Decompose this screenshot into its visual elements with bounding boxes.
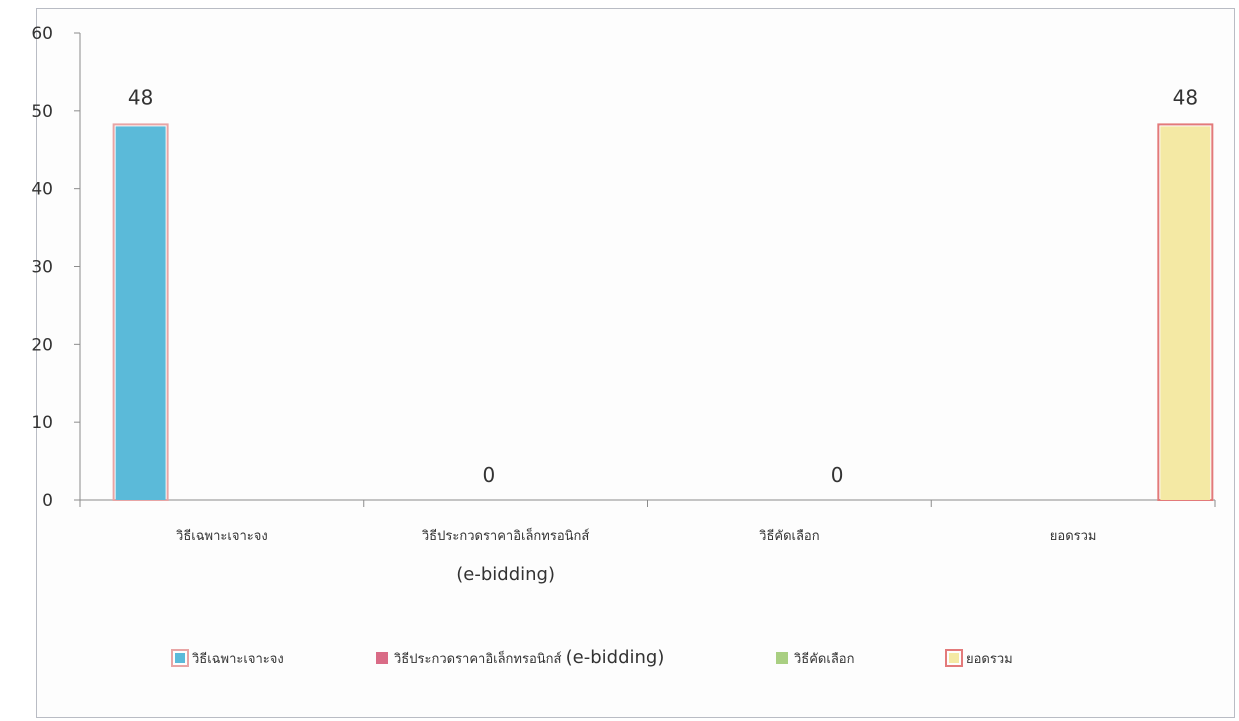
y-tick-label: 0 [42, 491, 53, 511]
legend-label: ยอดรวม [966, 652, 1013, 667]
legend-swatch-outline [945, 649, 963, 667]
y-tick-label: 30 [31, 258, 53, 278]
legend-swatch [776, 652, 788, 664]
y-tick-label: 50 [31, 102, 53, 122]
x-category-label: วิธีเฉพาะเจาะจง [175, 528, 267, 544]
legend-swatch-outline [171, 649, 189, 667]
x-category-label: ยอดรวม [1050, 529, 1097, 544]
data-label: 48 [128, 85, 153, 109]
legend-swatch [175, 653, 185, 663]
data-label: 48 [1173, 85, 1198, 109]
data-label: 0 [482, 463, 495, 487]
legend-label: วิธีคัดเลือก [793, 651, 854, 667]
y-tick-label: 60 [31, 24, 53, 44]
data-label: 0 [831, 463, 844, 487]
chart-frame [36, 8, 1235, 718]
bar [1160, 126, 1211, 501]
y-tick-label: 20 [31, 335, 53, 355]
x-category-label: วิธีคัดเลือก [758, 528, 819, 544]
y-tick-label: 40 [31, 180, 53, 200]
legend-swatch [949, 653, 959, 663]
x-category-label: วิธีประกวดราคาอิเล็กทรอนิกส์ [421, 526, 589, 544]
bar [115, 126, 166, 501]
legend-label: วิธีเฉพาะเจาะจง [191, 651, 283, 667]
legend-swatch [376, 652, 388, 664]
legend-label: วิธีประกวดราคาอิเล็กทรอนิกส์ (e-bidding) [393, 647, 664, 668]
x-category-label: (e-bidding) [456, 564, 555, 585]
y-tick-label: 10 [31, 413, 53, 433]
